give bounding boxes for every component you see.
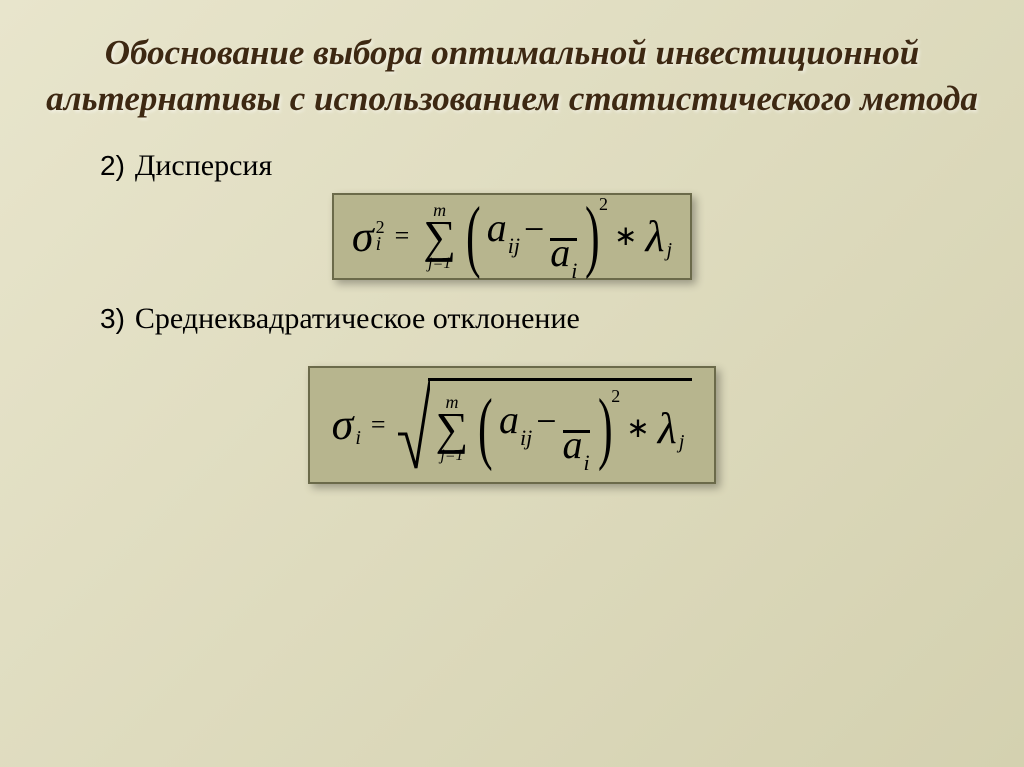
- f1-abar: a i: [550, 238, 577, 269]
- slide: Обоснование выбора оптимальной инвестици…: [0, 0, 1024, 767]
- item-3-row: 3) Среднеквадратическое отклонение: [100, 302, 984, 336]
- f2-sigma-sub: i: [355, 427, 361, 450]
- item-3-num: 3): [100, 303, 125, 335]
- f2-sum: m ∑ j=1: [436, 393, 469, 464]
- f2-abar: a i: [563, 430, 590, 461]
- f2-eq: =: [371, 410, 386, 440]
- f2-sigma: σ: [332, 399, 354, 450]
- formula-2-wrap: σ i = m ∑ j=1 (: [40, 366, 984, 484]
- f2-sqrt: m ∑ j=1 ( a ij − a: [396, 378, 693, 472]
- f1-eq: =: [395, 221, 410, 251]
- item-2-num: 2): [100, 150, 125, 182]
- f1-sum: m ∑ j=1: [423, 201, 456, 272]
- item-2-label: Дисперсия: [135, 149, 272, 183]
- f2-paren: ( a ij − a i: [472, 396, 618, 461]
- f1-paren: ( a ij − a i ) 2: [460, 204, 606, 269]
- item-2-row: 2) Дисперсия: [100, 149, 984, 183]
- f2-lambda: λ: [658, 403, 677, 454]
- f1-lambda: λ: [645, 211, 664, 262]
- formula-1-box: σ 2 i = m ∑ j=1 ( a ij −: [332, 193, 692, 280]
- formula-1-wrap: σ 2 i = m ∑ j=1 ( a ij −: [40, 193, 984, 280]
- slide-title: Обоснование выбора оптимальной инвестици…: [40, 30, 984, 121]
- formula-2-box: σ i = m ∑ j=1 (: [308, 366, 717, 484]
- item-3-label: Среднеквадратическое отклонение: [135, 302, 580, 336]
- radical-icon: [396, 378, 430, 472]
- f1-sigma: σ: [352, 211, 374, 262]
- f1-sigma-sub: i: [376, 235, 385, 253]
